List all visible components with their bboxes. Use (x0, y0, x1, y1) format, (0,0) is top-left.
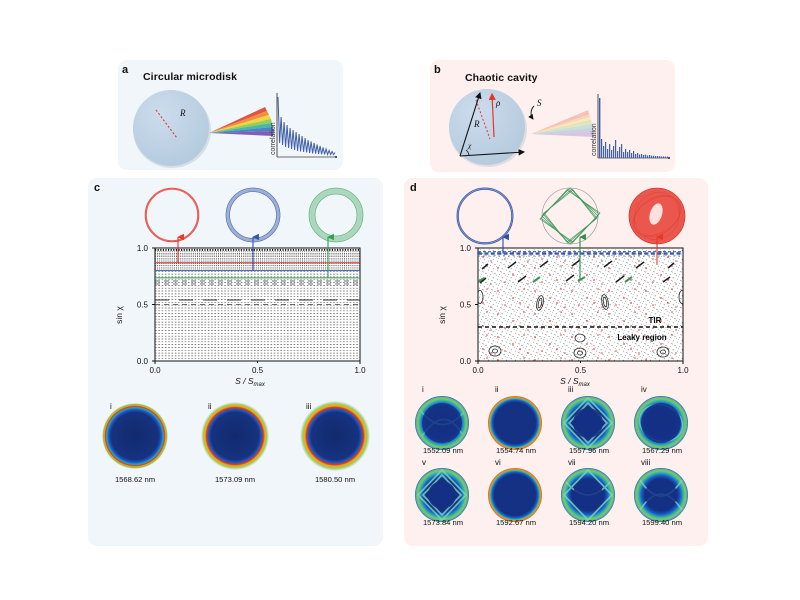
panel-d-connector-arrows (502, 233, 663, 280)
mode-roman-d-v: v (422, 458, 426, 467)
panel-d-xtick-2: 1.0 (677, 366, 689, 375)
radius-label: R (179, 108, 186, 118)
panel-d-xtick-0: 0.0 (472, 366, 484, 375)
mode-profile-c-ii (201, 402, 269, 470)
mode-wavelength-c-ii: 1573.09 nm (214, 475, 256, 484)
correlation-trace (599, 98, 669, 158)
mode-profile-c-i (102, 403, 168, 469)
mode-roman-d-viii: viii (641, 458, 651, 467)
mode-roman-c-iii: iii (306, 402, 312, 411)
panel-c-orbits (144, 187, 364, 243)
mode-wavelength-d-i: 1552.09 nm (422, 446, 464, 455)
panel-c-mode-profiles (102, 401, 370, 471)
panel-c-ylabel: sin χ (114, 306, 124, 324)
panel-c-xtick-2: 1.0 (354, 366, 366, 375)
panel-b-correlation-axis-label: correlation (591, 123, 598, 156)
mode-profile-d-vi (488, 468, 542, 522)
leaky-region-label: Leaky region (617, 333, 666, 342)
orbit-connector-arrows (177, 233, 334, 278)
panel-a-label: a (122, 64, 129, 76)
mode-wavelength-d-ii: 1554.74 nm (495, 446, 537, 455)
mode-roman-d-iii: iii (568, 385, 574, 394)
ray-arrows (459, 91, 526, 157)
mode-roman-d-ii: ii (495, 385, 499, 394)
mode-roman-c-i: i (110, 402, 112, 411)
mode-profile-d-iii (561, 396, 615, 450)
R-dashed-line (475, 99, 491, 140)
mode-roman-c-ii: ii (208, 402, 212, 411)
panel-d-mode-profiles (415, 396, 688, 522)
correlation-trace (277, 96, 336, 157)
chi-angle-arc (465, 149, 470, 156)
panel-c-poincare-chart: 0.0 0.5 1.0 0.0 0.5 1.0 sin χ S / Smax (114, 233, 366, 388)
panel-a-correlation-axis-label: correlation (270, 122, 277, 155)
panel-c-xtick-1: 0.5 (252, 366, 264, 375)
poincare-invariant-lines (155, 249, 360, 360)
mode-roman-d-i: i (422, 385, 424, 394)
panel-c-ytick-0: 0.0 (137, 357, 149, 366)
panel-d-xtick-1: 0.5 (575, 366, 587, 375)
radius-dashed-line (155, 109, 178, 139)
panel-c-label: c (94, 182, 101, 194)
panel-d-ytick-0: 0.0 (460, 357, 472, 366)
orbit-ring-green (308, 187, 364, 243)
panel-b-label: b (434, 64, 441, 76)
mode-profile-d-ii (488, 396, 542, 450)
panel-d-orbits (456, 187, 686, 245)
orbit-wgm-blue (456, 187, 514, 245)
mode-wavelength-c-i: 1568.62 nm (114, 475, 156, 484)
mode-profile-c-iii (300, 401, 370, 471)
orbit-ring-red (144, 187, 200, 243)
mode-profile-d-iv (634, 396, 688, 450)
microdisk-shape (133, 90, 209, 166)
mode-wavelength-d-v: 1573.84 nm (422, 518, 464, 527)
panel-a-graphic: R correlation (133, 90, 338, 168)
mode-profile-d-vii (561, 468, 615, 522)
mode-roman-d-iv: iv (641, 385, 647, 394)
S-arc (528, 105, 535, 120)
panel-b-title: Chaotic cavity (465, 72, 538, 84)
rho-arrow (488, 92, 496, 138)
mode-profile-d-viii (634, 468, 688, 522)
mode-wavelength-d-vii: 1594.20 nm (568, 518, 610, 527)
orbit-ring-blue (225, 187, 281, 243)
mode-wavelength-d-viii: 1599.40 nm (641, 518, 683, 527)
mode-profile-d-i (415, 396, 469, 450)
mode-wavelength-c-iii: 1580.50 nm (314, 475, 356, 484)
mode-profile-d-v (415, 468, 469, 522)
orbit-diamond-green (539, 187, 601, 245)
S-label: S (537, 98, 542, 108)
panel-d-ytick-2: 1.0 (460, 244, 472, 253)
mode-wavelength-d-iv: 1567.29 nm (641, 446, 683, 455)
tir-label: TIR (649, 316, 662, 325)
mode-wavelength-d-vi: 1592.67 nm (495, 518, 537, 527)
mode-roman-d-vii: vii (568, 458, 576, 467)
mode-wavelength-d-iii: 1557.96 nm (568, 446, 610, 455)
panel-a-correlation-chart: correlation (270, 93, 338, 159)
panel-c-xlabel: S / Smax (235, 376, 266, 388)
panel-d-poincare-chart: TIR Leaky region 0.0 0.5 1.0 0.0 0.5 1.0… (437, 233, 689, 388)
green-islands (478, 276, 633, 283)
mode-roman-d-vi: vi (495, 458, 501, 467)
island-ellipses (478, 290, 683, 359)
panel-d-ytick-1: 0.5 (460, 301, 472, 310)
chi-label: χ (467, 141, 472, 150)
panel-d-label: d (410, 182, 417, 194)
panel-b-graphic: χ R ρ S correlation (449, 89, 671, 167)
scattered-fan (531, 110, 594, 137)
panel-d-xlabel: S / Smax (560, 376, 591, 388)
panel-b-correlation-chart: correlation (591, 94, 671, 160)
panel-d-ylabel: sin χ (437, 306, 447, 324)
panel-a-title: Circular microdisk (143, 71, 238, 83)
island-chains (479, 259, 675, 284)
panel-c-xtick-0: 0.0 (149, 366, 161, 375)
chaotic-cavity-shape (449, 89, 525, 165)
R-label: R (473, 119, 480, 129)
rainbow-fan (209, 107, 274, 136)
panel-c-ytick-1: 0.5 (137, 301, 149, 310)
rho-label: ρ (495, 98, 501, 108)
panel-c-ytick-2: 1.0 (137, 244, 149, 253)
